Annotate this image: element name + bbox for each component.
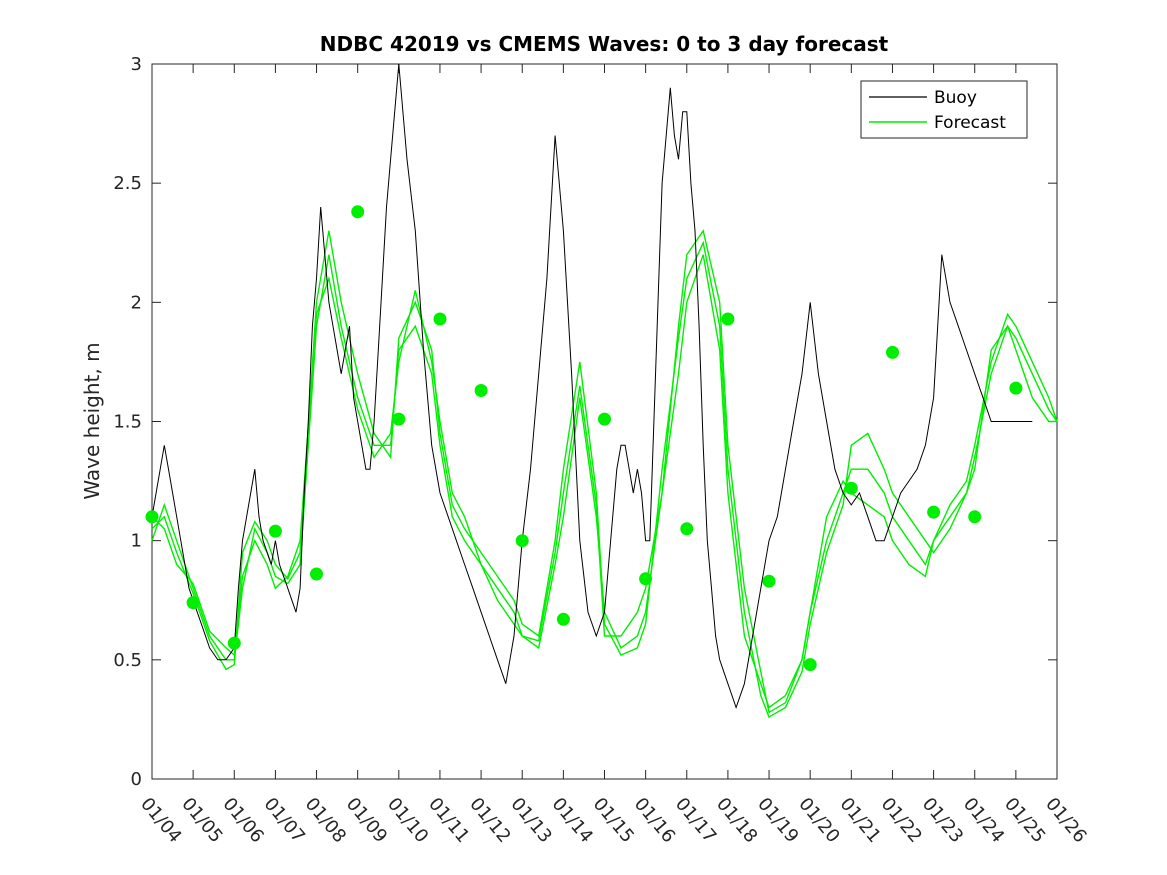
forecast-marker [392,412,406,426]
forecast-line-2 [151,230,1058,719]
chart-title: NDBC 42019 vs CMEMS Waves: 0 to 3 day fo… [320,32,889,56]
forecast-marker [639,572,653,586]
forecast-marker [927,505,941,519]
forecast-marker [145,510,159,524]
y-tick-label: 0.5 [113,650,142,671]
buoy-line [151,63,1033,710]
legend-box [860,80,1028,139]
forecast-marker [556,612,570,626]
forecast-marker [310,567,323,581]
forecast-marker [844,481,858,495]
legend-buoy-label: Buoy [934,88,977,108]
y-tick-label: 2.5 [113,173,142,194]
legend-forecast-label: Forecast [934,113,1006,133]
forecast-marker [433,312,447,326]
forecast-line-3 [151,229,1058,714]
series-layer [151,63,1058,719]
forecast-marker [186,596,200,610]
forecast-marker [762,574,776,588]
forecast-marker [351,205,365,219]
forecast-marker [515,534,529,548]
y-axis: 0 0.5 1 1.5 2 2.5 3 [113,54,1057,790]
marker-layer [145,205,1023,672]
forecast-marker [598,412,611,426]
forecast-marker [268,524,282,538]
forecast-marker [886,345,899,359]
forecast-marker [968,510,982,524]
y-tick-label: 2 [131,292,142,313]
forecast-marker [227,636,241,650]
legend: Buoy Forecast [860,80,1028,139]
forecast-marker [803,658,817,672]
y-axis-label: Wave height, m [80,342,104,499]
forecast-marker [680,522,694,536]
forecast-marker [1009,381,1023,395]
y-tick-label: 0 [131,769,142,790]
y-tick-label: 3 [131,54,142,75]
forecast-marker [474,384,488,397]
y-tick-label: 1.5 [113,412,142,433]
forecast-marker [721,312,735,326]
y-tick-label: 1 [131,531,142,552]
